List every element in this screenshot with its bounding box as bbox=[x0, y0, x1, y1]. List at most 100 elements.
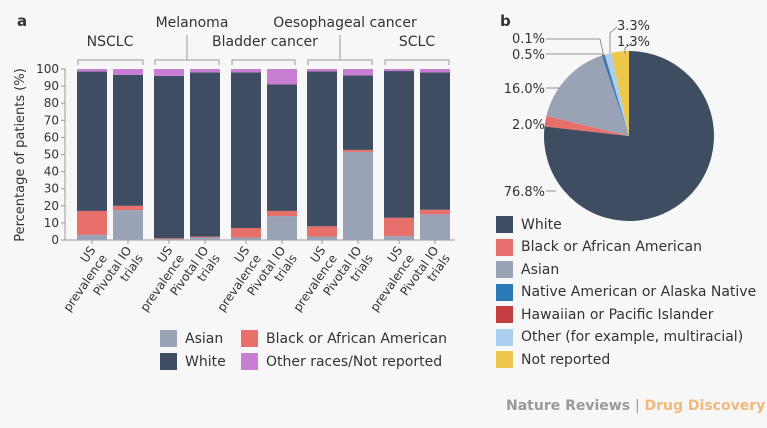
legend-label: Black or African American bbox=[521, 239, 702, 255]
legend-label: Hawaiian or Pacific Islander bbox=[521, 306, 714, 323]
legend-label: Black or African American bbox=[266, 330, 447, 347]
y-tick-label: 50 bbox=[44, 148, 59, 162]
pie-slice-other-for-example-multiracial bbox=[604, 52, 629, 137]
footer-journal: Drug Discovery bbox=[644, 398, 766, 414]
legend-swatch bbox=[241, 330, 258, 347]
bar-segment-black-or-african-american bbox=[307, 226, 337, 237]
bar-segment-black-or-african-american bbox=[384, 217, 414, 237]
group-bracket bbox=[307, 59, 373, 65]
legend-swatch bbox=[496, 306, 513, 323]
bar-segment-other-races-not-reported bbox=[77, 69, 107, 72]
y-tick-label: 60 bbox=[44, 130, 59, 144]
bar-segment-asian bbox=[267, 216, 297, 240]
legend-item: Black or African American bbox=[241, 330, 447, 347]
legend-swatch bbox=[496, 216, 513, 233]
pie-chart: 76.8% 2.0% 16.0% 0.5%0.1% 1.3%3.3% bbox=[504, 19, 714, 221]
pie-slice-hawaiian-or-pacific-islander bbox=[604, 54, 629, 136]
group-label: NSCLC bbox=[87, 34, 134, 50]
bar-segment-asian bbox=[77, 234, 107, 240]
y-tick-label: 40 bbox=[44, 165, 59, 179]
bar-segment-asian bbox=[307, 236, 337, 240]
legend-swatch bbox=[496, 238, 513, 256]
y-tick-label: 0 bbox=[51, 233, 59, 247]
leader-line bbox=[624, 42, 633, 54]
y-tick-label: 20 bbox=[44, 199, 59, 213]
legend-swatch bbox=[496, 283, 513, 301]
legend-item: White bbox=[160, 353, 226, 370]
slice-label: 2.0% bbox=[512, 118, 545, 133]
bar-segment-other-races-not-reported bbox=[384, 69, 414, 72]
footer: Nature Reviews | Drug Discovery bbox=[506, 398, 765, 414]
bar-segment-white bbox=[420, 72, 450, 210]
slice-label: 76.8% bbox=[504, 185, 545, 200]
legend-item: Black or African American bbox=[496, 238, 702, 256]
legend-label: Not reported bbox=[521, 351, 611, 368]
slice-label: 1.3% bbox=[617, 35, 650, 50]
bar-segment-other-races-not-reported bbox=[113, 69, 143, 75]
pie-slice-white bbox=[543, 51, 714, 221]
footer-brand: Nature Reviews bbox=[506, 398, 631, 414]
panel-b-label: b bbox=[500, 12, 511, 30]
bar-segment-other-races-not-reported bbox=[343, 69, 373, 76]
bar-segment-asian bbox=[343, 151, 373, 240]
y-tick-label: 80 bbox=[44, 96, 59, 110]
bar-segment-other-races-not-reported bbox=[307, 69, 337, 72]
group-label: Melanoma bbox=[156, 15, 229, 31]
bar-segment-other-races-not-reported bbox=[267, 69, 297, 85]
group-bracket bbox=[154, 59, 220, 65]
legend-swatch bbox=[496, 351, 513, 368]
bar-segment-black-or-african-american bbox=[343, 149, 373, 152]
pie-slice-black-or-african-american bbox=[544, 115, 629, 136]
bar-segment-white bbox=[77, 71, 107, 211]
bar-segment-white bbox=[190, 72, 220, 237]
bar-segment-black-or-african-american bbox=[77, 210, 107, 235]
group-label: SCLC bbox=[399, 34, 435, 50]
bar-segment-white bbox=[231, 72, 261, 229]
legend-swatch bbox=[496, 328, 513, 346]
legend-item: Hawaiian or Pacific Islander bbox=[496, 306, 714, 323]
legend-label: White bbox=[521, 216, 562, 233]
legend-item: Not reported bbox=[496, 351, 610, 368]
legend-label: White bbox=[185, 353, 226, 370]
bar-segment-other-races-not-reported bbox=[231, 69, 261, 73]
y-tick-label: 10 bbox=[44, 216, 59, 230]
bar-segment-white bbox=[154, 75, 184, 239]
leader-line bbox=[609, 26, 618, 53]
footer-separator: | bbox=[634, 398, 640, 414]
bar-segment-asian bbox=[190, 237, 220, 240]
bar-segment-white bbox=[384, 71, 414, 218]
bar-segment-black-or-african-american bbox=[190, 236, 220, 238]
legend-item: Other (for example, multiracial) bbox=[496, 328, 744, 346]
legend-swatch bbox=[160, 353, 177, 370]
bar-segment-asian bbox=[154, 239, 184, 240]
group-bracket bbox=[384, 59, 450, 65]
group-label: Bladder cancer bbox=[212, 34, 318, 50]
legend-item: Asian bbox=[160, 330, 223, 347]
y-tick-label: 70 bbox=[44, 113, 59, 127]
bar-segment-other-races-not-reported bbox=[190, 69, 220, 73]
y-tick-label: 100 bbox=[36, 62, 59, 76]
legend-item: Other races/Not reported bbox=[241, 353, 442, 370]
bar-segment-white bbox=[343, 75, 373, 150]
y-axis-label: Percentage of patients (%) bbox=[13, 68, 28, 242]
group-label: Oesophageal cancer bbox=[273, 15, 417, 31]
bar-segment-asian bbox=[231, 237, 261, 240]
bar-segment-black-or-african-american bbox=[420, 209, 450, 215]
bar-segment-asian bbox=[420, 214, 450, 240]
pie-slice-not-reported bbox=[611, 51, 629, 136]
legend-label: Other (for example, multiracial) bbox=[521, 329, 744, 345]
bar-segment-asian bbox=[113, 210, 143, 240]
bar-segment-other-races-not-reported bbox=[154, 69, 184, 76]
bar-segment-black-or-african-american bbox=[231, 228, 261, 238]
legend-label: Native American or Alaska Native bbox=[521, 284, 757, 300]
legend-item: White bbox=[496, 216, 562, 233]
legend-swatch bbox=[241, 353, 258, 370]
bar-segment-white bbox=[113, 74, 143, 206]
bar-segment-black-or-african-american bbox=[267, 210, 297, 217]
group-bracket bbox=[231, 59, 296, 65]
slice-label: 0.5% bbox=[512, 48, 545, 63]
panel-a-label: a bbox=[17, 12, 27, 30]
legend-swatch bbox=[160, 330, 177, 347]
bar-segment-other-races-not-reported bbox=[420, 69, 450, 73]
slice-label: 0.1% bbox=[512, 32, 545, 47]
